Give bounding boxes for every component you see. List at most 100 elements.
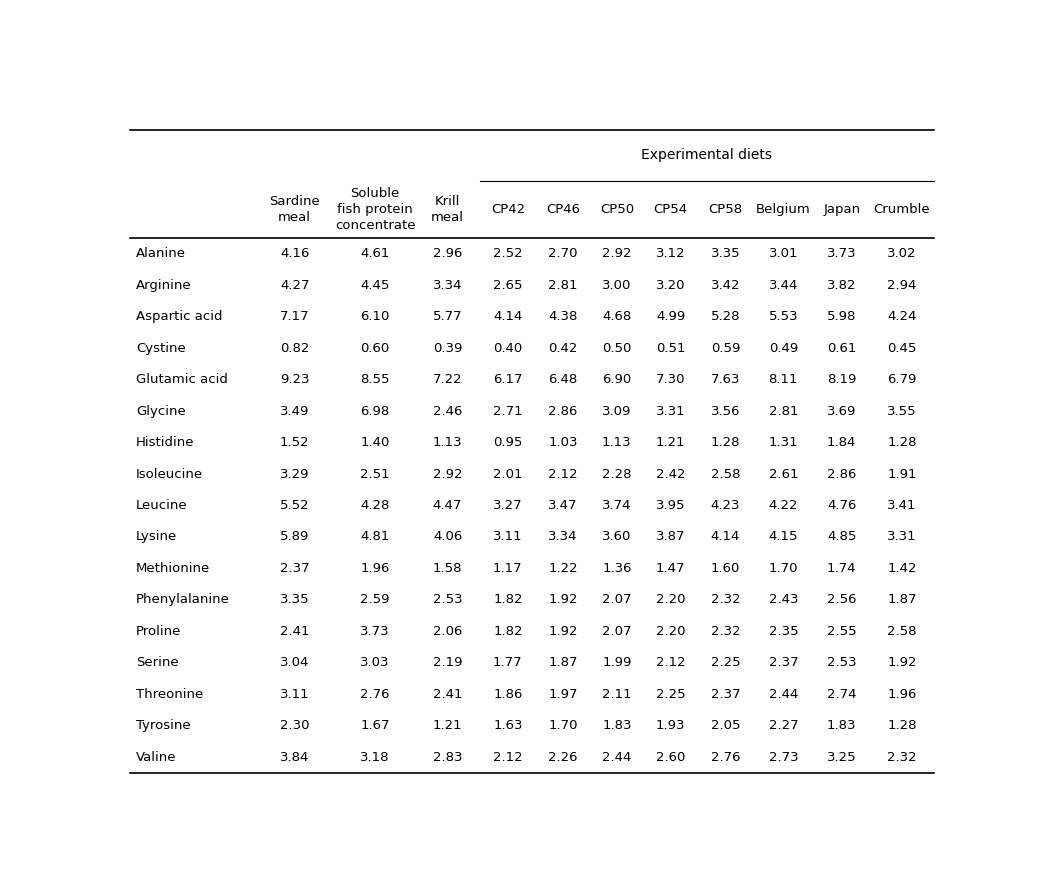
Text: 4.24: 4.24 [887,310,917,324]
Text: 6.79: 6.79 [887,373,917,386]
Text: 3.02: 3.02 [887,248,917,260]
Text: 2.26: 2.26 [548,751,578,764]
Text: Serine: Serine [136,656,179,669]
Text: 7.22: 7.22 [433,373,462,386]
Text: 2.37: 2.37 [768,656,798,669]
Text: 3.18: 3.18 [360,751,390,764]
Text: 2.01: 2.01 [493,467,522,481]
Text: 1.40: 1.40 [360,436,390,449]
Text: 3.20: 3.20 [656,279,685,292]
Text: Krill
meal: Krill meal [431,195,464,224]
Text: 2.30: 2.30 [280,719,309,732]
Text: 0.40: 0.40 [493,342,522,355]
Text: 2.76: 2.76 [711,751,740,764]
Text: 2.81: 2.81 [548,279,578,292]
Text: 0.60: 0.60 [360,342,389,355]
Text: 2.42: 2.42 [656,467,685,481]
Text: Glutamic acid: Glutamic acid [136,373,228,386]
Text: 3.29: 3.29 [280,467,309,481]
Text: 2.35: 2.35 [768,624,798,638]
Text: 3.31: 3.31 [887,530,917,543]
Text: 4.38: 4.38 [548,310,577,324]
Text: 2.52: 2.52 [493,248,523,260]
Text: Crumble: Crumble [874,203,930,216]
Text: Arginine: Arginine [136,279,192,292]
Text: 6.10: 6.10 [360,310,390,324]
Text: Experimental diets: Experimental diets [641,148,772,162]
Text: 2.37: 2.37 [711,688,740,700]
Text: 2.07: 2.07 [602,624,631,638]
Text: 2.65: 2.65 [493,279,522,292]
Text: 1.67: 1.67 [360,719,390,732]
Text: 4.06: 4.06 [433,530,462,543]
Text: 1.13: 1.13 [602,436,632,449]
Text: 7.63: 7.63 [711,373,740,386]
Text: Aspartic acid: Aspartic acid [136,310,223,324]
Text: 3.34: 3.34 [548,530,578,543]
Text: 2.96: 2.96 [433,248,462,260]
Text: 5.98: 5.98 [827,310,856,324]
Text: Threonine: Threonine [136,688,203,700]
Text: 2.41: 2.41 [280,624,309,638]
Text: 1.92: 1.92 [548,594,578,606]
Text: 2.20: 2.20 [656,624,685,638]
Text: 5.89: 5.89 [280,530,309,543]
Text: CP46: CP46 [546,203,580,216]
Text: 2.53: 2.53 [433,594,462,606]
Text: Phenylalanine: Phenylalanine [136,594,230,606]
Text: Belgium: Belgium [756,203,811,216]
Text: 2.11: 2.11 [602,688,632,700]
Text: CP50: CP50 [600,203,634,216]
Text: 1.21: 1.21 [433,719,462,732]
Text: 2.61: 2.61 [768,467,798,481]
Text: 1.60: 1.60 [711,562,740,575]
Text: 5.77: 5.77 [433,310,462,324]
Text: 2.94: 2.94 [887,279,917,292]
Text: 8.19: 8.19 [827,373,856,386]
Text: 2.44: 2.44 [769,688,798,700]
Text: 7.17: 7.17 [280,310,309,324]
Text: 4.99: 4.99 [656,310,685,324]
Text: 4.76: 4.76 [827,499,856,512]
Text: 2.32: 2.32 [711,594,740,606]
Text: Soluble
fish protein
concentrate: Soluble fish protein concentrate [335,187,415,232]
Text: 4.61: 4.61 [360,248,390,260]
Text: 1.82: 1.82 [493,594,522,606]
Text: 0.51: 0.51 [656,342,685,355]
Text: 6.48: 6.48 [548,373,577,386]
Text: 2.86: 2.86 [548,405,577,418]
Text: 3.27: 3.27 [493,499,523,512]
Text: 6.90: 6.90 [602,373,631,386]
Text: 3.41: 3.41 [887,499,917,512]
Text: 0.59: 0.59 [711,342,740,355]
Text: 3.69: 3.69 [827,405,856,418]
Text: 1.96: 1.96 [887,688,917,700]
Text: 2.60: 2.60 [656,751,685,764]
Text: 3.60: 3.60 [602,530,631,543]
Text: 3.11: 3.11 [280,688,309,700]
Text: 2.41: 2.41 [433,688,462,700]
Text: 1.70: 1.70 [548,719,578,732]
Text: CP58: CP58 [708,203,742,216]
Text: 1.84: 1.84 [827,436,856,449]
Text: 3.01: 3.01 [768,248,798,260]
Text: 2.20: 2.20 [656,594,685,606]
Text: 0.42: 0.42 [548,342,577,355]
Text: Tyrosine: Tyrosine [136,719,191,732]
Text: 0.49: 0.49 [769,342,798,355]
Text: 3.04: 3.04 [280,656,309,669]
Text: 1.36: 1.36 [602,562,631,575]
Text: 3.55: 3.55 [887,405,917,418]
Text: 1.52: 1.52 [280,436,309,449]
Text: 8.55: 8.55 [360,373,390,386]
Text: 2.59: 2.59 [360,594,390,606]
Text: 3.49: 3.49 [280,405,309,418]
Text: CP42: CP42 [491,203,525,216]
Text: 2.58: 2.58 [711,467,740,481]
Text: 1.70: 1.70 [768,562,798,575]
Text: 2.92: 2.92 [433,467,462,481]
Text: 2.55: 2.55 [827,624,856,638]
Text: 0.61: 0.61 [827,342,856,355]
Text: 8.11: 8.11 [768,373,798,386]
Text: CP54: CP54 [654,203,688,216]
